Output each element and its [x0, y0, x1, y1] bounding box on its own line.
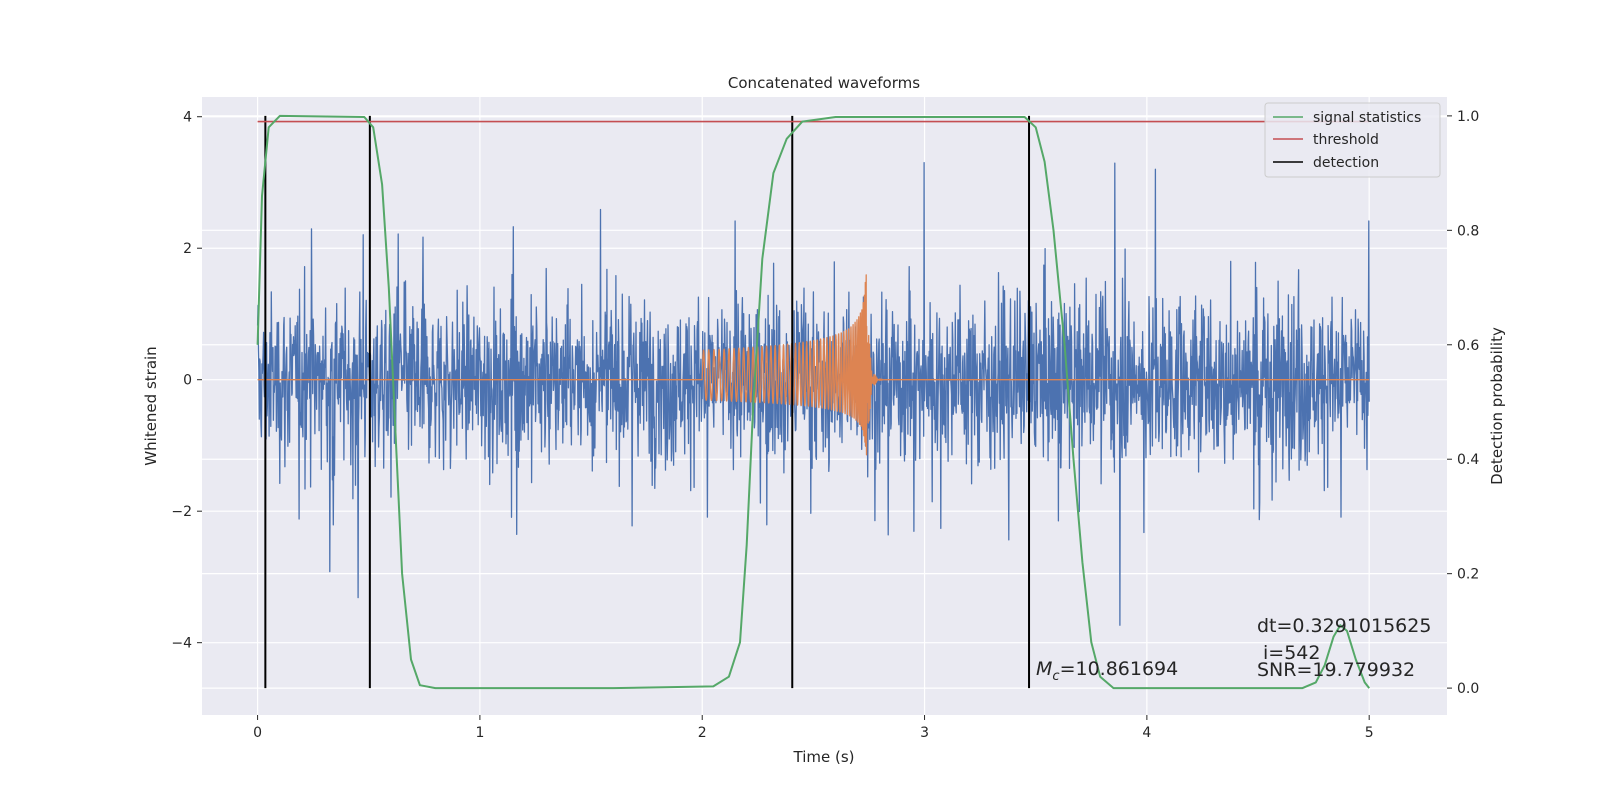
legend-box	[1264, 102, 1441, 178]
y-axis-label-left: Whitened strain	[142, 346, 160, 465]
x-tick-label: 3	[920, 725, 929, 741]
y-tick-label-left: 0	[183, 373, 192, 389]
x-tick-label: 1	[475, 725, 484, 741]
x-tick-label: 0	[253, 725, 262, 741]
snr-annotation: SNR=19.779932	[1257, 659, 1415, 681]
mc-value: =10.861694	[1060, 658, 1179, 680]
signal-statistics-line	[256, 114, 1370, 690]
x-tick-label: 2	[698, 725, 707, 741]
index-annotation: i=542	[1263, 642, 1320, 664]
y-tick-label-right: 0.8	[1457, 223, 1479, 239]
noise-series	[256, 162, 1370, 626]
legend-label-threshold: threshold	[1313, 132, 1379, 148]
dt-annotation: dt=0.3291015625	[1257, 615, 1431, 637]
y-tick-label-right: 0.2	[1457, 567, 1479, 583]
y-axis-label-right: Detection probability	[1488, 327, 1506, 485]
y-tick-label-right: 0.4	[1457, 452, 1479, 468]
x-tick-label: 5	[1365, 725, 1374, 741]
legend-label-signal: signal statistics	[1313, 110, 1421, 126]
y-tick-label-right: 1.0	[1457, 109, 1479, 125]
y-tick-label-left: 2	[183, 241, 192, 257]
y-tick-label-left: 4	[183, 110, 192, 126]
legend: signal statistics threshold detection	[1264, 102, 1441, 178]
axis-ticks: 0 1 2 3 4 5 −4 −2 0 2 4 0.0 0.2 0.4 0.6 0.8 1.0	[171, 109, 1479, 741]
x-axis-label: Time (s)	[793, 748, 855, 766]
y-tick-label-right: 0.6	[1457, 338, 1479, 354]
chart-title: Concatenated waveforms	[728, 74, 920, 92]
mc-annotation: Mc=10.861694	[1036, 658, 1178, 684]
x-tick-label: 4	[1142, 725, 1151, 741]
y-tick-label-left: −2	[171, 504, 192, 520]
y-tick-label-right: 0.0	[1457, 681, 1479, 697]
svg-text:Mc=10.861694: Mc=10.861694	[1036, 658, 1178, 684]
legend-label-detection: detection	[1313, 155, 1379, 171]
y-tick-label-left: −4	[171, 636, 192, 652]
series-layer	[256, 114, 1370, 690]
